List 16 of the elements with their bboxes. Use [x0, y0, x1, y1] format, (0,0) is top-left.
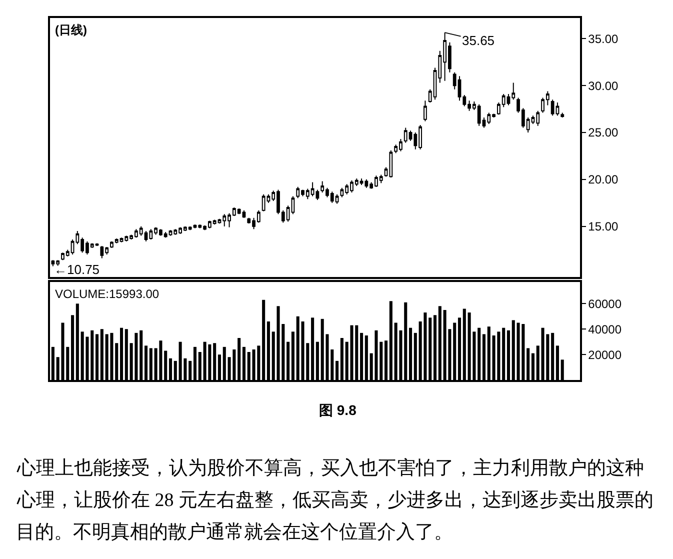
chart-title: VOLUME:15993.00: [55, 287, 160, 301]
y-tick-label: 40000: [588, 322, 622, 336]
text: (日线): [55, 23, 87, 37]
y-tick-label: 60000: [588, 296, 622, 311]
annotation: ←10.75: [54, 262, 100, 277]
y-tick-label: 35.00: [588, 32, 619, 46]
caption: 图 9.8: [319, 402, 357, 418]
candlestick: [424, 100, 427, 122]
y-tick-label: 25.00: [588, 126, 619, 140]
text: 心理上也能接受，认为股价不算高，买入也不害怕了，主力利用散户的这种心理，让股价在 28 元左右盘整，低买高卖，少进多出，达到逐步卖出股票的目的。不明真相的散户通常就会在这个位置介入了。: [16, 457, 654, 543]
y-tick-label: 30.00: [588, 78, 619, 93]
candlestick: [560, 112, 564, 118]
y-tick-label: 20000: [588, 348, 622, 362]
y-tick-label: 20.00: [588, 172, 619, 187]
annotation: 35.65: [462, 33, 495, 48]
y-tick-label: 15.00: [588, 220, 619, 234]
